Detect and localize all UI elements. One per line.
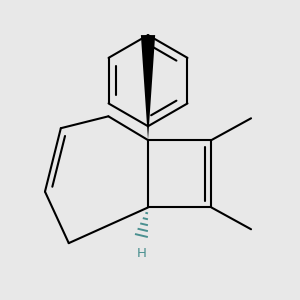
Polygon shape — [141, 35, 155, 140]
Text: H: H — [137, 247, 147, 260]
